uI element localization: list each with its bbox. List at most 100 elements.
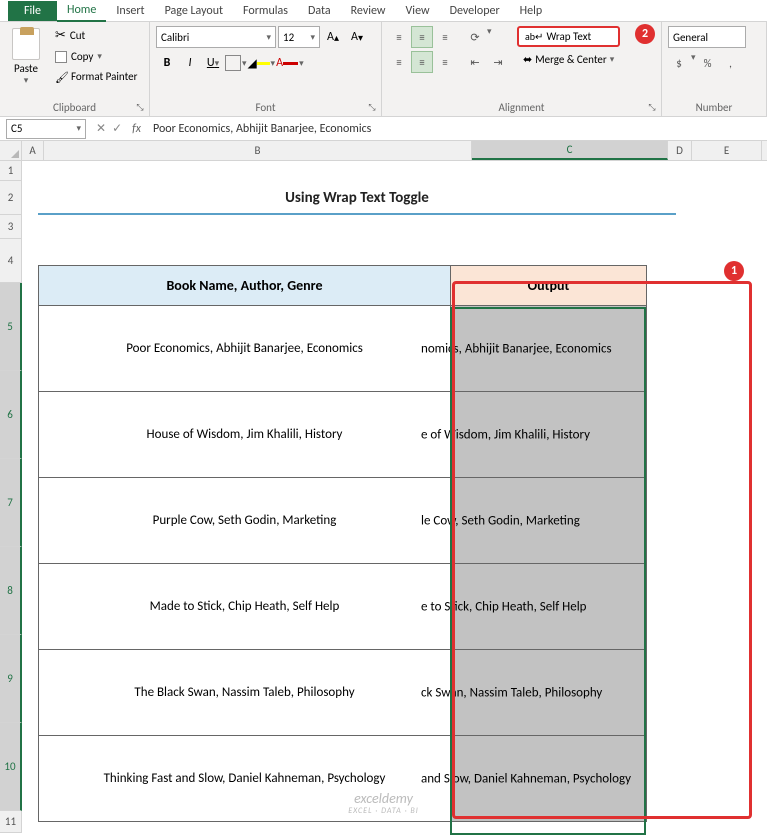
tab-insert[interactable]: Insert xyxy=(106,1,154,21)
cell-c9[interactable]: ck Swan, Nassim Taleb, Philosophy xyxy=(451,650,647,736)
alignment-group-label: Alignment xyxy=(388,99,655,114)
col-header-a[interactable]: A xyxy=(22,141,44,160)
align-top-button[interactable]: ≡ xyxy=(388,26,410,48)
decrease-indent-button[interactable]: ⇤ xyxy=(464,51,486,73)
alignment-dialog-launcher[interactable]: ⤡ xyxy=(646,101,658,113)
clipboard-dialog-launcher[interactable]: ⤡ xyxy=(134,101,146,113)
currency-button[interactable]: $ xyxy=(668,52,690,74)
align-center-button[interactable]: ≡ xyxy=(411,51,433,73)
tab-data[interactable]: Data xyxy=(298,1,341,21)
tab-home[interactable]: Home xyxy=(57,0,106,22)
row-header-3[interactable]: 3 xyxy=(0,215,22,239)
row-header-8[interactable]: 8 xyxy=(0,547,22,635)
col-header-c[interactable]: C xyxy=(472,141,668,160)
cell-c9-text: ck Swan, Nassim Taleb, Philosophy xyxy=(419,685,719,700)
border-button[interactable] xyxy=(225,55,241,71)
cell-c5[interactable]: nomics, Abhijit Banarjee, Economics xyxy=(451,306,647,392)
worksheet-grid[interactable]: 1 2 3 4 5 6 7 8 9 10 11 Using Wrap Text … xyxy=(0,161,767,833)
font-name-value: Calibri xyxy=(161,31,189,44)
formula-input[interactable]: Poor Economics, Abhijit Banarjee, Econom… xyxy=(149,122,767,136)
align-left-button[interactable]: ≡ xyxy=(388,51,410,73)
tab-pagelayout[interactable]: Page Layout xyxy=(155,1,233,21)
tab-review[interactable]: Review xyxy=(341,1,396,21)
sheet-title: Using Wrap Text Toggle xyxy=(38,189,676,215)
increase-font-button[interactable]: A▴ xyxy=(322,26,344,48)
font-color-button[interactable]: A xyxy=(276,52,298,74)
merge-label: Merge & Center xyxy=(535,53,607,66)
format-painter-button[interactable]: 🖌Format Painter xyxy=(52,68,140,85)
cell-c5-text: nomics, Abhijit Banarjee, Economics xyxy=(419,341,719,356)
tab-file[interactable]: File xyxy=(8,1,57,21)
group-number: General $▾ % , Number xyxy=(662,22,767,116)
col-header-d[interactable]: D xyxy=(668,141,692,160)
row-header-9[interactable]: 9 xyxy=(0,635,22,723)
cell-c6[interactable]: e of Wisdom, Jim Khalili, History xyxy=(451,392,647,478)
font-group-label: Font xyxy=(156,99,375,114)
font-dialog-launcher[interactable]: ⤡ xyxy=(366,101,378,113)
font-size-value: 12 xyxy=(283,31,294,44)
merge-center-button[interactable]: ⬌ Merge & Center ▾ xyxy=(517,51,620,68)
cell-b8[interactable]: Made to Stick, Chip Heath, Self Help xyxy=(39,564,451,650)
number-format-select[interactable]: General xyxy=(668,26,746,48)
column-headers: A B C D E xyxy=(22,141,767,161)
tab-developer[interactable]: Developer xyxy=(440,1,510,21)
row-header-4[interactable]: 4 xyxy=(0,239,22,283)
enter-formula-icon[interactable]: ✓ xyxy=(112,121,122,136)
col-header-b[interactable]: B xyxy=(44,141,472,160)
comma-button[interactable]: , xyxy=(720,52,742,74)
tab-view[interactable]: View xyxy=(396,1,440,21)
cell-b9[interactable]: The Black Swan, Nassim Taleb, Philosophy xyxy=(39,650,451,736)
copy-button[interactable]: Copy▾ xyxy=(52,48,140,65)
increase-indent-button[interactable]: ⇥ xyxy=(487,51,509,73)
col-header-e[interactable]: E xyxy=(692,141,762,160)
name-box[interactable]: C5▾ xyxy=(6,119,86,139)
wrap-text-button[interactable]: ab↵ Wrap Text xyxy=(517,26,620,47)
tab-formulas[interactable]: Formulas xyxy=(233,1,298,21)
cell-c10[interactable]: and Slow, Daniel Kahneman, Psychology xyxy=(451,736,647,822)
painter-label: Format Painter xyxy=(71,70,137,83)
italic-button[interactable]: I xyxy=(179,52,201,74)
row-header-11[interactable]: 11 xyxy=(0,811,22,833)
decrease-font-button[interactable]: A▾ xyxy=(346,26,368,48)
cell-b5[interactable]: Poor Economics, Abhijit Banarjee, Econom… xyxy=(39,306,451,392)
underline-button[interactable]: U▾ xyxy=(202,52,224,74)
align-right-button[interactable]: ≡ xyxy=(434,51,456,73)
copy-icon xyxy=(55,51,67,63)
watermark: exceldemy EXCEL · DATA · BI xyxy=(348,791,419,817)
watermark-subtext: EXCEL · DATA · BI xyxy=(348,807,419,817)
tab-help[interactable]: Help xyxy=(510,1,553,21)
fx-icon[interactable]: fx xyxy=(132,122,149,136)
cancel-formula-icon[interactable]: ✕ xyxy=(96,121,106,136)
row-header-7[interactable]: 7 xyxy=(0,459,22,547)
cut-button[interactable]: ✂Cut xyxy=(52,26,140,45)
percent-button[interactable]: % xyxy=(697,52,719,74)
copy-label: Copy xyxy=(71,50,93,63)
paste-icon xyxy=(12,28,40,60)
align-middle-button[interactable]: ≡ xyxy=(411,26,433,48)
fill-color-button[interactable]: ◢ xyxy=(248,52,270,74)
orientation-button[interactable]: ⟳ xyxy=(464,26,486,48)
paste-button[interactable]: Paste ▾ xyxy=(6,26,46,99)
paste-label: Paste xyxy=(14,62,38,75)
watermark-text: exceldemy xyxy=(348,791,419,808)
row-header-2[interactable]: 2 xyxy=(0,181,22,215)
bold-button[interactable]: B xyxy=(156,52,178,74)
formula-bar: C5▾ ✕ ✓ fx Poor Economics, Abhijit Banar… xyxy=(0,117,767,141)
row-header-5[interactable]: 5 xyxy=(0,283,22,371)
cell-b7[interactable]: Purple Cow, Seth Godin, Marketing xyxy=(39,478,451,564)
align-bottom-button[interactable]: ≡ xyxy=(434,26,456,48)
cell-c7[interactable]: le Cow, Seth Godin, Marketing xyxy=(451,478,647,564)
cell-c8[interactable]: e to Stick, Chip Heath, Self Help xyxy=(451,564,647,650)
row-header-1[interactable]: 1 xyxy=(0,161,22,181)
cell-b6[interactable]: House of Wisdom, Jim Khalili, History xyxy=(39,392,451,478)
row-header-10[interactable]: 10 xyxy=(0,723,22,811)
cell-c10-text: and Slow, Daniel Kahneman, Psychology xyxy=(419,771,719,786)
callout-badge-1: 1 xyxy=(724,261,744,281)
select-all-button[interactable] xyxy=(0,141,22,161)
group-font: Calibri▾ 12▾ A▴ A▾ B I U▾ ▾ ◢▾ A▾ Font ⤡ xyxy=(150,22,382,116)
cut-label: Cut xyxy=(70,29,85,42)
name-box-value: C5 xyxy=(11,122,22,135)
font-name-select[interactable]: Calibri▾ xyxy=(156,26,276,48)
row-header-6[interactable]: 6 xyxy=(0,371,22,459)
font-size-select[interactable]: 12▾ xyxy=(278,26,320,48)
